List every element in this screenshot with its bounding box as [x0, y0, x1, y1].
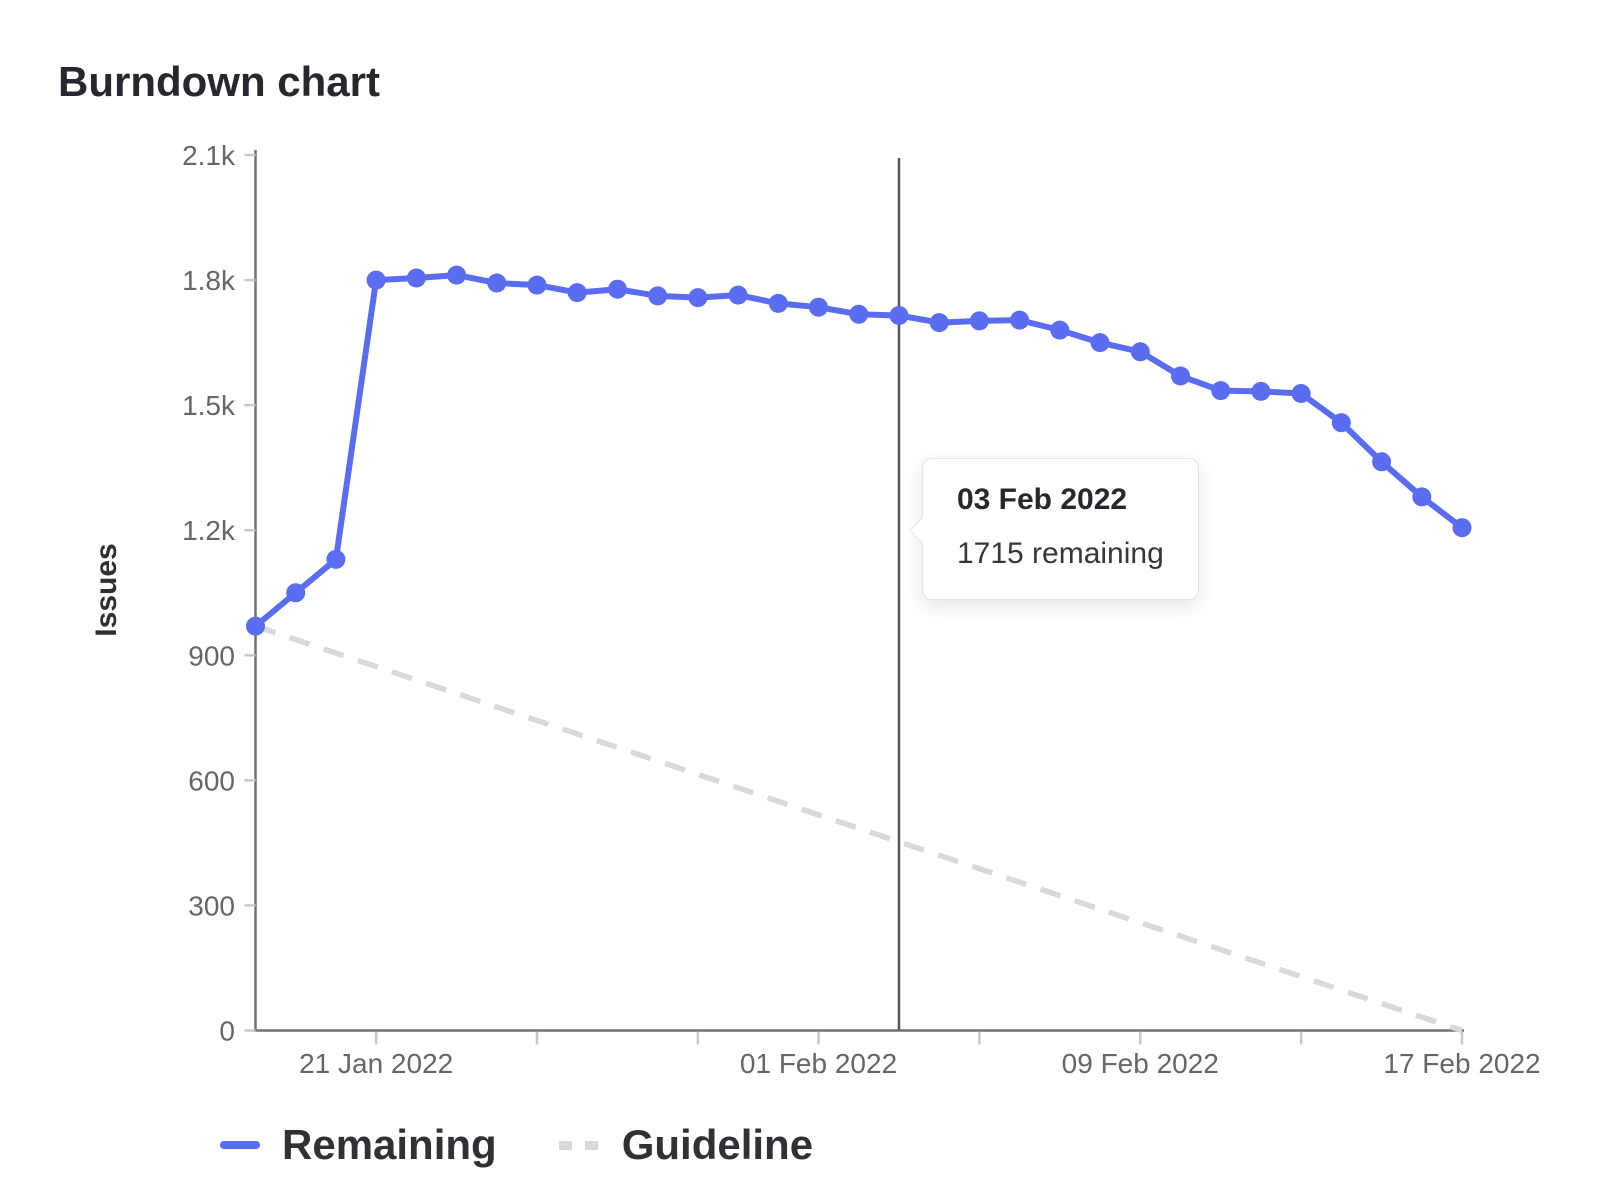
- remaining-data-point[interactable]: [849, 304, 869, 324]
- x-tick-label: 01 Feb 2022: [740, 1048, 897, 1079]
- tooltip-remaining-count: 1715 remaining: [956, 537, 1164, 570]
- legend-item-remaining[interactable]: Remaining: [220, 1121, 497, 1168]
- remaining-data-point[interactable]: [487, 273, 507, 293]
- remaining-data-point[interactable]: [326, 549, 346, 569]
- tooltip: 03 Feb 2022 1715 remaining: [909, 458, 1199, 600]
- x-tick-label: 21 Jan 2022: [299, 1048, 453, 1079]
- remaining-data-point[interactable]: [406, 268, 426, 288]
- remaining-data-point[interactable]: [1211, 381, 1231, 401]
- remaining-data-point[interactable]: [1291, 384, 1311, 403]
- remaining-data-point[interactable]: [1171, 366, 1190, 386]
- remaining-data-point[interactable]: [1090, 333, 1110, 353]
- y-tick-label: 0: [219, 1016, 235, 1047]
- remaining-data-point[interactable]: [728, 285, 748, 305]
- x-tick-label: 09 Feb 2022: [1062, 1048, 1219, 1079]
- remaining-data-point[interactable]: [929, 313, 949, 333]
- remaining-data-point[interactable]: [246, 616, 265, 636]
- remaining-data-point[interactable]: [1050, 320, 1070, 340]
- guideline-series: [254, 623, 1463, 1034]
- remaining-data-point[interactable]: [1412, 487, 1432, 507]
- remaining-line-swatch: [220, 1141, 260, 1150]
- remaining-data-point[interactable]: [688, 288, 708, 308]
- remaining-data-point[interactable]: [809, 297, 828, 317]
- remaining-data-point[interactable]: [889, 306, 909, 325]
- y-tick-label: 1.2k: [182, 515, 236, 546]
- guideline-dash-swatch: [558, 1140, 600, 1150]
- remaining-series: [246, 265, 1472, 636]
- remaining-line: [253, 272, 1464, 629]
- remaining-data-point[interactable]: [608, 279, 627, 299]
- page-title: Burndown chart: [58, 58, 380, 105]
- remaining-data-point[interactable]: [1251, 381, 1271, 401]
- remaining-data-point[interactable]: [768, 293, 788, 313]
- legend-label-guideline: Guideline: [621, 1121, 814, 1168]
- remaining-data-point[interactable]: [447, 265, 467, 285]
- axes: 0 300 600 900 1.2k 1.5k 1.8k 2.1k 21 Jan 2022 01 …: [182, 140, 1541, 1079]
- guideline-path: [254, 623, 1463, 1034]
- legend-item-guideline[interactable]: Guideline: [558, 1121, 814, 1168]
- y-tick-label: 900: [188, 640, 235, 671]
- tooltip-date: 03 Feb 2022: [956, 483, 1128, 516]
- y-tick-label: 2.1k: [182, 140, 236, 171]
- remaining-data-point[interactable]: [1010, 310, 1030, 330]
- remaining-data-point[interactable]: [1331, 413, 1351, 433]
- y-tick-label: 1.5k: [182, 390, 236, 421]
- remaining-data-point[interactable]: [567, 283, 587, 303]
- remaining-data-point[interactable]: [648, 286, 668, 306]
- remaining-data-point[interactable]: [366, 270, 386, 290]
- chart-legend: Remaining Guideline: [220, 1121, 814, 1168]
- y-tick-label: 600: [188, 765, 235, 796]
- remaining-data-point[interactable]: [1372, 452, 1392, 472]
- remaining-data-point[interactable]: [969, 311, 989, 331]
- legend-label-remaining: Remaining: [282, 1121, 497, 1168]
- y-tick-label: 300: [188, 890, 235, 921]
- x-tick-label: 17 Feb 2022: [1383, 1048, 1540, 1079]
- remaining-data-point[interactable]: [286, 583, 306, 603]
- remaining-data-point[interactable]: [1130, 342, 1150, 362]
- remaining-data-point[interactable]: [1452, 518, 1472, 538]
- y-axis-title: Issues: [90, 543, 123, 636]
- y-tick-label: 1.8k: [182, 265, 236, 296]
- remaining-data-point[interactable]: [527, 275, 547, 295]
